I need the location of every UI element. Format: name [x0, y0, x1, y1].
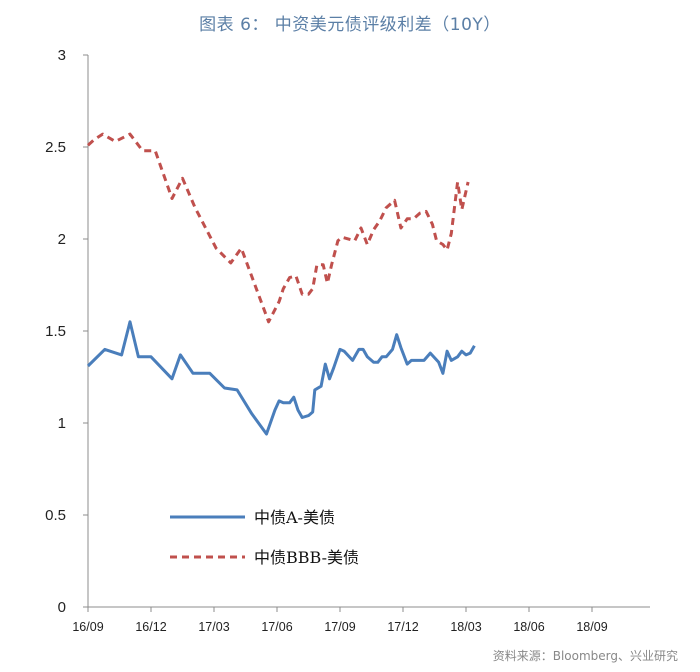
chart-title: 图表 6： 中资美元债评级利差（10Y）	[199, 15, 501, 35]
x-tick-label: 17/09	[324, 620, 355, 634]
x-tick-label: 17/06	[261, 620, 292, 634]
y-tick-label: 1	[58, 415, 66, 432]
series-line-a-minus	[86, 320, 476, 436]
y-tick-label: 0	[58, 599, 66, 616]
source-note: 资料来源：Bloomberg、兴业研究	[492, 649, 678, 663]
legend-label: 中债A-美债	[254, 508, 335, 527]
y-tick-label: 1.5	[45, 323, 66, 340]
x-tick-labels: 16/09 16/12 17/03 17/06 17/09 17/12 18/03 18/06…	[72, 607, 608, 634]
series-line-bbb-minus	[87, 132, 470, 324]
y-tick-label: 3	[58, 47, 66, 64]
x-tick-label: 17/03	[198, 620, 229, 634]
legend-label: 中债BBB-美债	[254, 548, 359, 567]
x-tick-label: 16/12	[135, 620, 166, 634]
series-lines	[86, 132, 476, 436]
y-tick-label: 2	[58, 231, 66, 248]
x-tick-label: 18/06	[513, 620, 544, 634]
y-tick-label: 0.5	[45, 507, 66, 524]
x-tick-label: 18/09	[576, 620, 607, 634]
y-tick-label: 2.5	[45, 139, 66, 156]
x-tick-label: 17/12	[387, 620, 418, 634]
x-tick-label: 18/03	[450, 620, 481, 634]
chart-axes	[87, 55, 650, 608]
y-tick-labels: 0 0.5 1 1.5 2 2.5 3	[45, 47, 88, 616]
x-tick-label: 16/09	[72, 620, 103, 634]
